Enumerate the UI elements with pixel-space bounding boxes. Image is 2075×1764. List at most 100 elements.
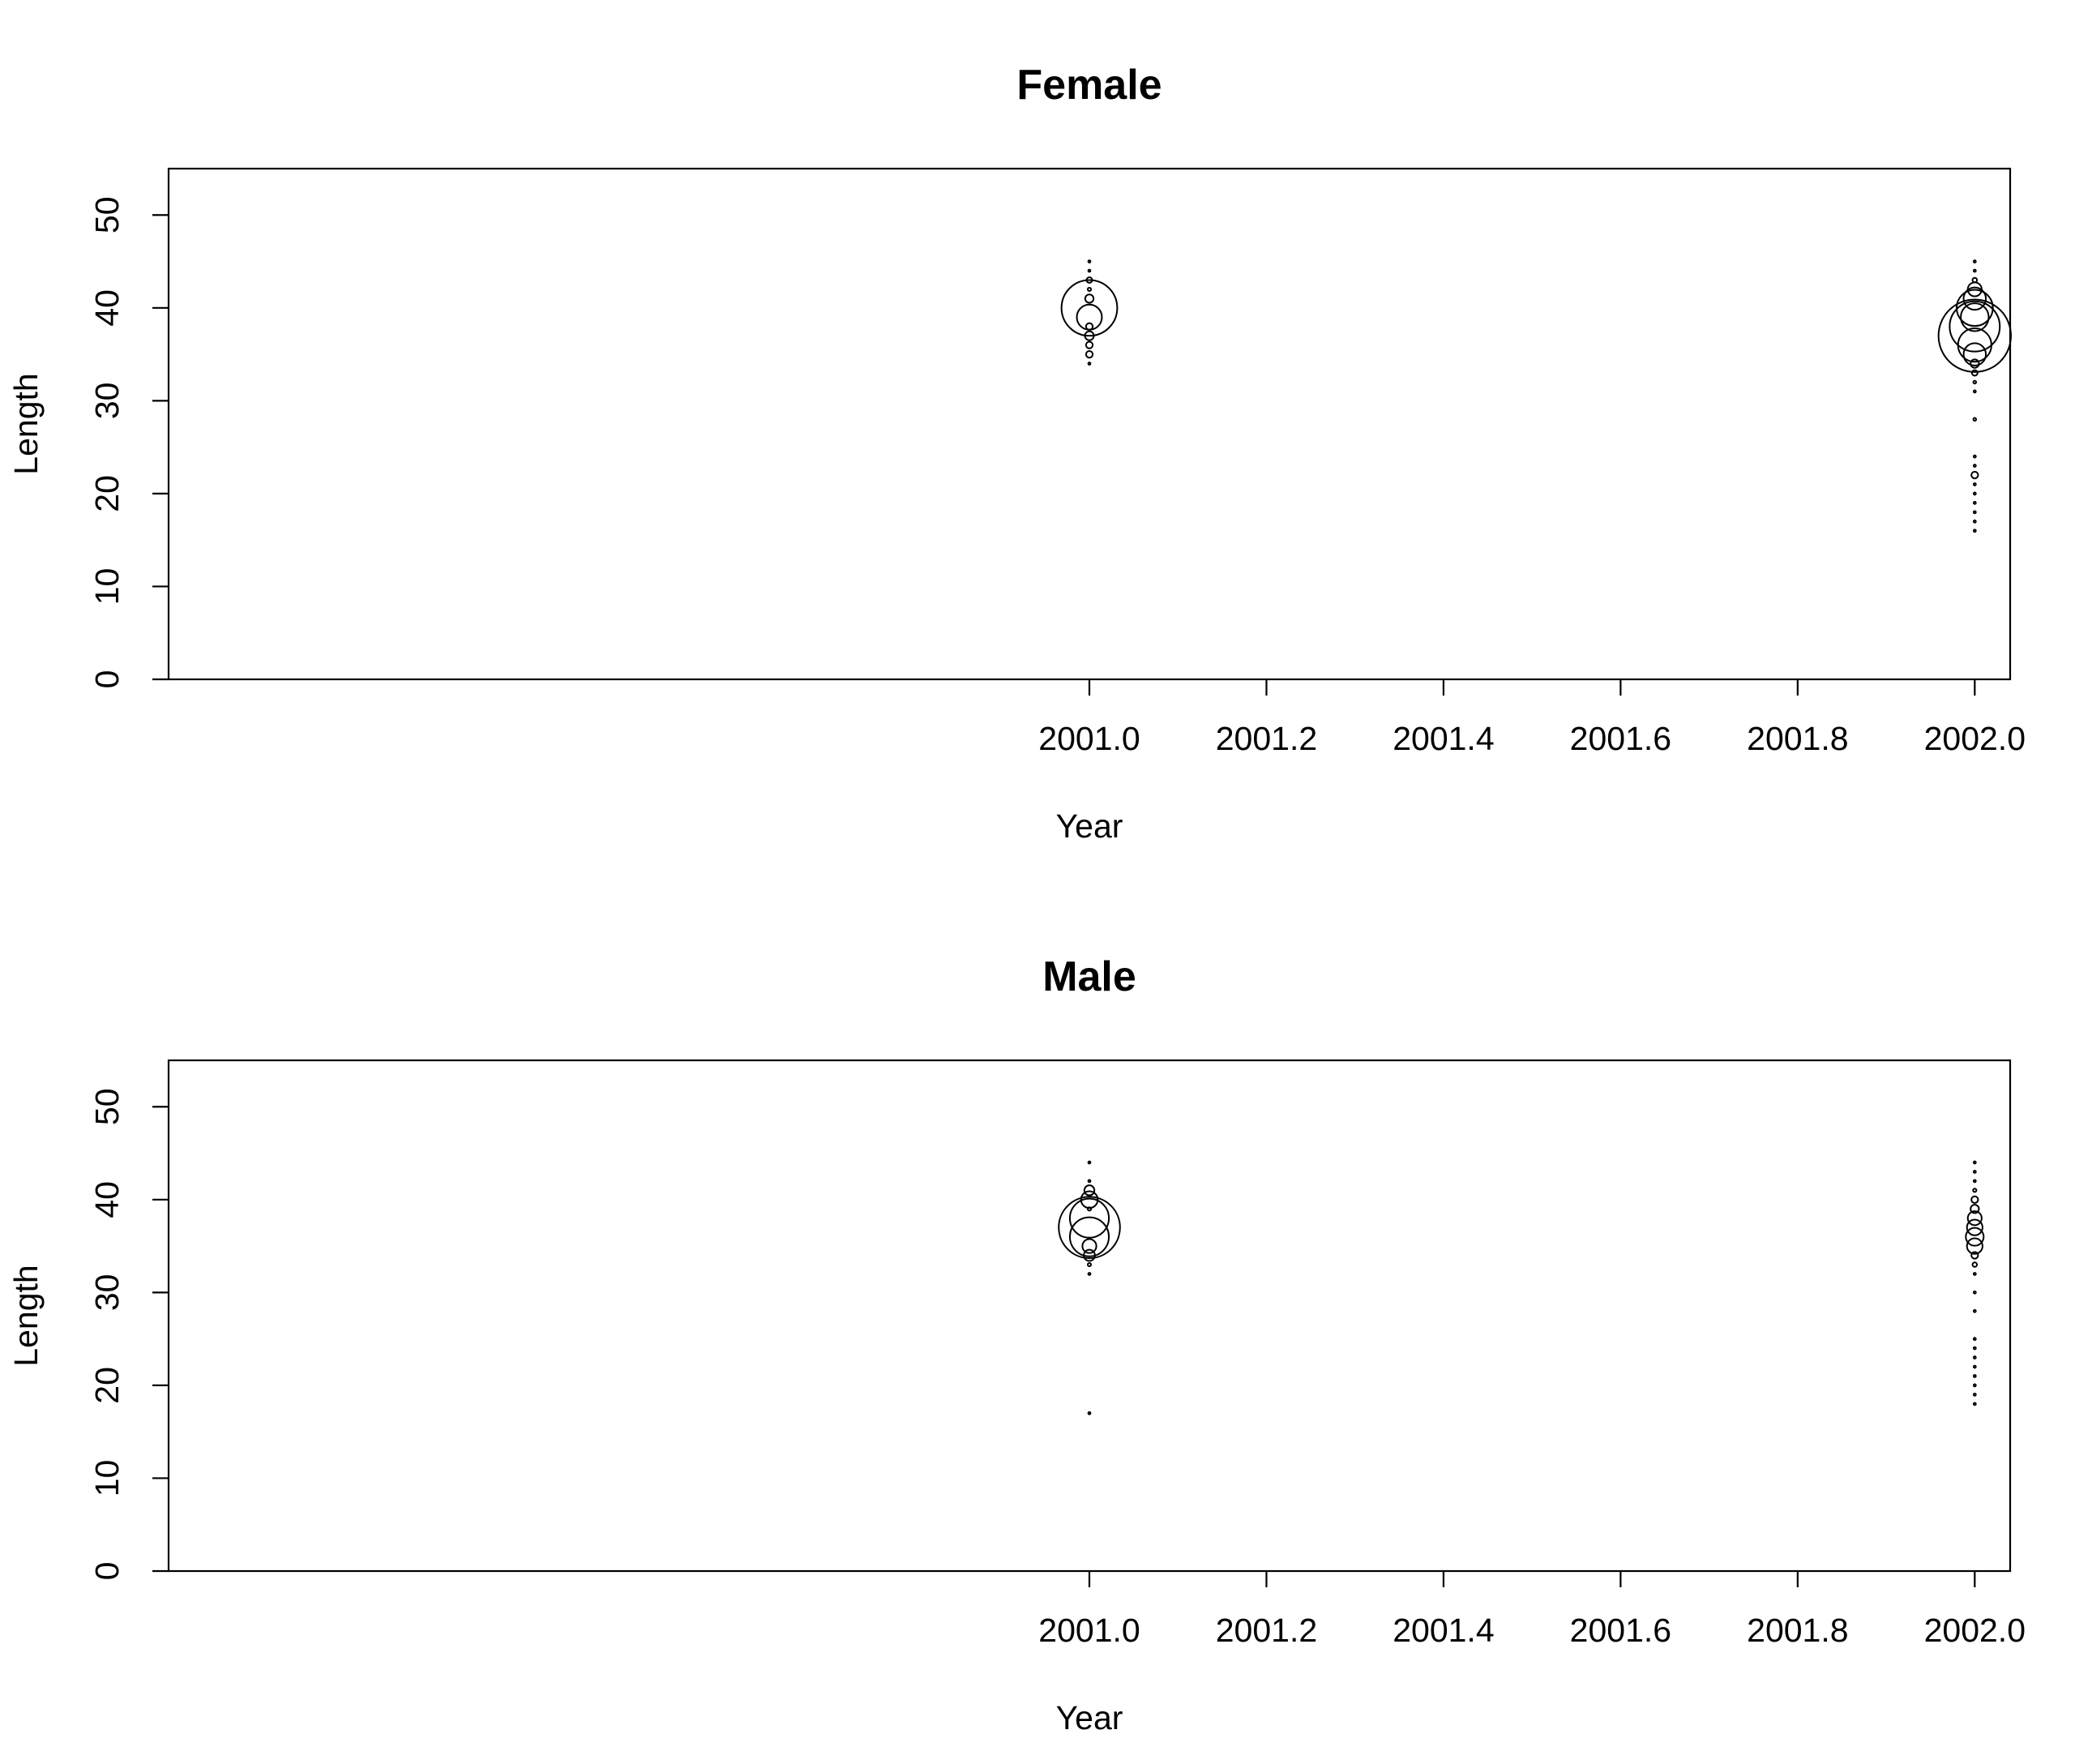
data-bubble xyxy=(1937,298,2012,373)
y-axis: 0 10 20 30 40 50 xyxy=(88,1088,169,1580)
panel-title: Female xyxy=(1016,62,1162,109)
y-tick-label: 10 xyxy=(88,568,126,606)
x-tick-label: 2001.8 xyxy=(1747,1612,1848,1649)
data-bubble xyxy=(1972,1308,1977,1313)
data-bubble xyxy=(1087,259,1092,263)
x-tick-label: 2002.0 xyxy=(1924,720,2026,757)
data-bubble xyxy=(1972,1402,1977,1406)
data-bubble xyxy=(1972,1170,1977,1174)
data-bubble xyxy=(1949,300,2001,353)
data-bubble xyxy=(1972,1272,1977,1276)
data-bubble xyxy=(1972,379,1978,385)
data-bubble xyxy=(1972,482,1977,486)
x-axis: 2001.0 2001.2 2001.4 2001.6 2001.8 2002.0 xyxy=(1038,1571,2026,1649)
y-tick-label: 50 xyxy=(88,1088,126,1125)
data-bubble xyxy=(1972,500,1977,505)
panel-male: Male 2001.0 2001.2 2001.4 2001.6 2001.8 2002.… xyxy=(7,953,2026,1736)
panel-title: Male xyxy=(1042,953,1136,1000)
data-bubble xyxy=(1972,1337,1977,1342)
data-bubble xyxy=(1085,322,1094,331)
data-bubble xyxy=(1068,1197,1110,1239)
data-bubble xyxy=(1972,491,1977,496)
data-bubble xyxy=(1087,362,1092,366)
data-bubble xyxy=(1972,454,1977,459)
data-bubble xyxy=(1085,349,1094,359)
x-tick-label: 2001.2 xyxy=(1216,720,1317,757)
data-bubble xyxy=(1966,1210,1983,1227)
data-bubble xyxy=(1972,1160,1977,1165)
data-bubble xyxy=(1060,279,1119,337)
data-bubble xyxy=(1972,519,1977,524)
y-tick-label: 30 xyxy=(88,1274,126,1312)
data-bubble xyxy=(1972,268,1977,273)
data-bubble xyxy=(1957,328,1992,363)
data-bubble xyxy=(1960,302,1990,332)
data-bubble xyxy=(1972,1383,1977,1388)
x-tick-label: 2001.4 xyxy=(1393,1612,1494,1649)
data-bubble xyxy=(1087,1179,1092,1184)
data-bubble xyxy=(1086,1261,1093,1268)
data-bubble xyxy=(1972,1290,1977,1295)
data-bubble xyxy=(1085,340,1094,349)
data-bubble xyxy=(1970,358,1980,369)
y-tick-label: 0 xyxy=(88,670,126,689)
data-bubble xyxy=(1966,1218,1983,1236)
data-bubble xyxy=(1086,1206,1093,1212)
data-bubble xyxy=(1955,289,1994,328)
data-bubble xyxy=(1068,1216,1110,1257)
bubble-layer xyxy=(1060,259,2012,533)
data-bubble xyxy=(1081,1238,1097,1254)
panel-female: Female 2001.0 2001.2 2001.4 2001.6 2001.8 200… xyxy=(7,62,2026,845)
data-bubble xyxy=(1084,330,1095,341)
data-bubble xyxy=(1972,1355,1977,1359)
data-bubble xyxy=(1965,1227,1985,1247)
data-bubble xyxy=(1972,259,1977,263)
x-tick-label: 2001.6 xyxy=(1570,720,1671,757)
data-bubble xyxy=(1962,342,1987,366)
data-bubble xyxy=(1087,1272,1092,1276)
data-bubble xyxy=(1970,470,1979,480)
data-bubble xyxy=(1970,1195,1979,1204)
x-tick-label: 2001.2 xyxy=(1216,1612,1317,1649)
y-tick-label: 40 xyxy=(88,1181,126,1218)
data-bubble xyxy=(1972,529,1977,533)
y-tick-label: 0 xyxy=(88,1562,126,1581)
x-tick-label: 2001.4 xyxy=(1393,720,1494,757)
data-bubble xyxy=(1972,389,1977,394)
data-bubble xyxy=(1962,286,1987,311)
x-axis-label: Year xyxy=(1056,807,1123,845)
data-bubble xyxy=(1972,1179,1977,1184)
y-axis-label: Length xyxy=(7,373,45,474)
data-bubble xyxy=(1086,286,1093,292)
data-bubble xyxy=(1972,464,1977,468)
data-bubble xyxy=(1058,1196,1121,1259)
data-bubble xyxy=(1087,1411,1092,1415)
y-tick-label: 50 xyxy=(88,196,126,233)
data-bubble xyxy=(1972,1392,1977,1397)
data-bubble xyxy=(1970,1204,1980,1214)
data-bubble xyxy=(1083,1184,1096,1197)
x-tick-label: 2001.6 xyxy=(1570,1612,1671,1649)
y-axis: 0 10 20 30 40 50 xyxy=(88,196,169,688)
x-axis-label: Year xyxy=(1056,1699,1123,1736)
data-bubble xyxy=(1972,510,1977,515)
y-tick-label: 20 xyxy=(88,1367,126,1404)
data-bubble xyxy=(1971,1261,1979,1268)
x-tick-label: 2002.0 xyxy=(1924,1612,2026,1649)
x-tick-label: 2001.0 xyxy=(1038,720,1140,757)
data-bubble xyxy=(1084,293,1095,304)
data-bubble xyxy=(1083,1248,1096,1262)
y-axis-label: Length xyxy=(7,1265,45,1366)
bubble-layer xyxy=(1058,1160,1985,1415)
y-tick-label: 30 xyxy=(88,383,126,420)
data-bubble xyxy=(1970,1251,1979,1260)
y-tick-label: 40 xyxy=(88,289,126,327)
data-bubble xyxy=(1972,1364,1977,1369)
x-tick-label: 2001.0 xyxy=(1038,1612,1140,1649)
y-tick-label: 20 xyxy=(88,475,126,512)
data-bubble xyxy=(1966,1237,1983,1255)
data-bubble xyxy=(1972,1188,1978,1193)
x-axis: 2001.0 2001.2 2001.4 2001.6 2001.8 2002.0 xyxy=(1038,679,2026,757)
